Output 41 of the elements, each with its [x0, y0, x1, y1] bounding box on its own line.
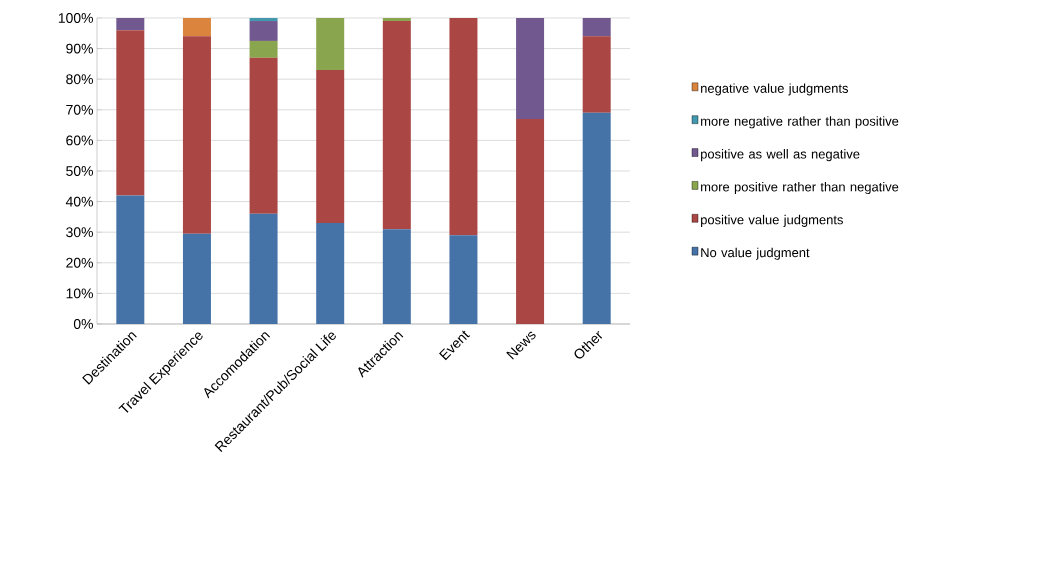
bar: [449, 17, 478, 236]
bar: [449, 235, 478, 324]
legend-label: No value judgment: [701, 247, 810, 260]
y-tick-label: 70%: [66, 104, 93, 115]
legend-label: more positive rather than negative: [701, 181, 899, 195]
legend-label: positive value judgments: [701, 214, 843, 227]
bar: [382, 229, 411, 324]
y-tick-label: 30%: [66, 227, 93, 238]
bar: [316, 70, 345, 224]
bar: [116, 17, 145, 31]
legend-label: negative value judgments: [701, 83, 849, 96]
bar: [249, 17, 278, 22]
legend-label: more negative rather than positive: [701, 116, 899, 129]
bar: [582, 36, 611, 113]
bar: [516, 17, 545, 119]
y-tick-label: 80%: [66, 74, 93, 85]
y-tick-label: 0%: [73, 319, 93, 329]
y-tick-label: 100%: [58, 13, 93, 23]
bar: [316, 223, 345, 324]
y-tick-label: 90%: [66, 43, 93, 54]
legend-label: positive as well as negative: [701, 149, 860, 162]
y-tick-label: 60%: [66, 135, 93, 146]
y-tick-label: 10%: [66, 288, 93, 299]
bar: [182, 17, 211, 37]
y-tick-label: 50%: [66, 166, 93, 176]
bar: [249, 21, 278, 41]
bar: [582, 17, 611, 37]
bar: [116, 195, 145, 324]
bar: [182, 36, 211, 234]
bar: [249, 40, 278, 58]
bar: [249, 213, 278, 324]
y-tick-label: 40%: [65, 196, 93, 207]
y-tick-label: 20%: [66, 257, 93, 268]
bar: [382, 21, 411, 230]
bar: [182, 233, 211, 324]
bar: [382, 17, 411, 22]
bar: [582, 112, 611, 324]
bar: [116, 30, 145, 196]
bar: [249, 57, 278, 214]
bar: [516, 118, 545, 324]
bar: [316, 17, 345, 71]
